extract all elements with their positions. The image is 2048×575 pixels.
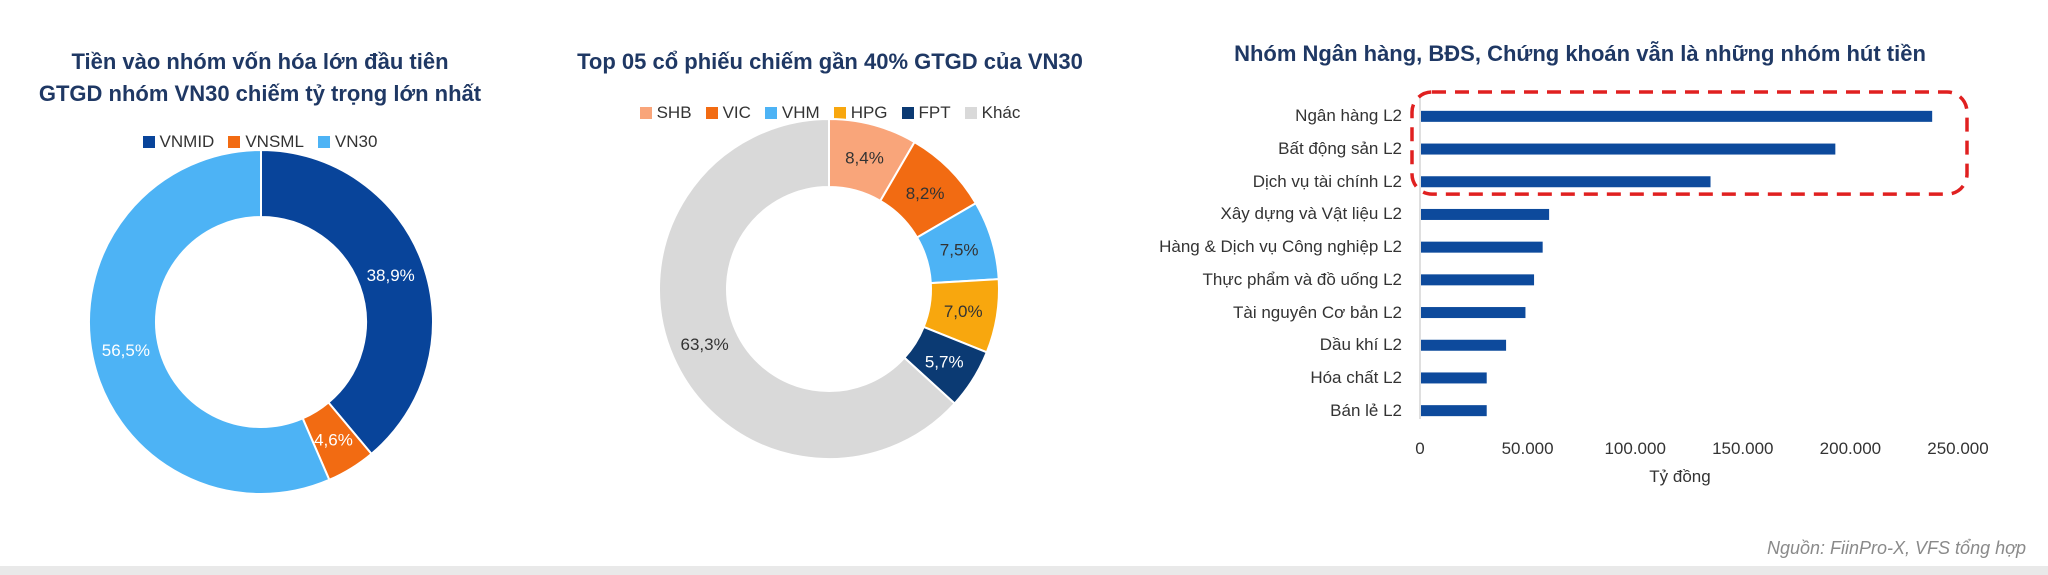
legend-label: VIC: [722, 103, 751, 122]
legend-swatch: [964, 107, 977, 119]
chart-legend: VNMID VNSML VN30: [0, 132, 520, 152]
bar: [1421, 274, 1535, 286]
slice-data-label: 5,7%: [925, 352, 964, 371]
legend-label: VN30: [334, 132, 378, 151]
x-tick-label: 0: [1415, 439, 1424, 458]
chart-panel-sector-flows: Nhóm Ngân hàng, BĐS, Chứng khoán vẫn là …: [1159, 41, 1989, 486]
legend-swatch: [705, 107, 718, 119]
highlight-box: [1410, 90, 1969, 196]
donut-chart-index-groups: 38,9% 4,6% 56,5%: [88, 148, 434, 495]
x-tick-label: 250.000: [1927, 439, 1988, 458]
y-tick-label: Tài nguyên Cơ bản L2: [1233, 302, 1402, 322]
chart-title: Top 05 cổ phiếu chiếm gần 40% GTGD của V…: [560, 46, 1100, 78]
slice-data-label: 8,2%: [906, 184, 945, 203]
legend-item: VN30: [317, 132, 378, 152]
donut-slice-vn30: [88, 148, 331, 495]
y-tick-label: Bán lẻ L2: [1330, 400, 1402, 420]
chart-panel-index-groups: Tiền vào nhóm vốn hóa lớn đầu tiên GTGD …: [0, 0, 520, 560]
legend-swatch: [764, 107, 777, 119]
y-tick-label: Thực phẩm và đồ uống L2: [1202, 269, 1402, 289]
chart-title: Nhóm Ngân hàng, BĐS, Chứng khoán vẫn là …: [1234, 41, 1926, 66]
bar: [1421, 405, 1487, 417]
y-tick-label: Xây dựng và Vật liệu L2: [1220, 204, 1403, 224]
legend-label: VNMID: [159, 132, 215, 151]
bar: [1421, 339, 1507, 351]
bar: [1421, 176, 1711, 188]
bar: [1421, 208, 1550, 220]
chart-panel-top-stocks: Top 05 cổ phiếu chiếm gần 40% GTGD của V…: [560, 0, 1100, 560]
legend-item: FPT: [901, 103, 951, 123]
x-axis-title: Tỷ đồng: [1649, 467, 1711, 486]
chart-title-line: Top 05 cổ phiếu chiếm gần 40% GTGD của V…: [577, 49, 1083, 74]
chart-title-line: GTGD nhóm VN30 chiếm tỷ trọng lớn nhất: [38, 81, 482, 106]
bar: [1421, 143, 1836, 155]
y-tick-label: Hóa chất L2: [1310, 367, 1402, 387]
slice-data-label: 7,0%: [944, 302, 983, 321]
slice-data-label: 63,3%: [680, 335, 728, 354]
legend-item: Khác: [964, 103, 1021, 123]
legend-item: VIC: [705, 103, 751, 123]
x-tick-label: 100.000: [1604, 439, 1665, 458]
legend-swatch: [317, 136, 330, 148]
slice-data-label: 56,5%: [102, 341, 150, 360]
x-tick-label: 50.000: [1502, 439, 1554, 458]
legend-label: SHB: [656, 103, 692, 122]
donut-slice-khác: [658, 117, 957, 460]
bar: [1421, 307, 1526, 319]
y-tick-label: Ngân hàng L2: [1295, 106, 1402, 126]
chart-legend: SHB VIC VHM HPG FPT Khác: [560, 103, 1100, 123]
bar-chart-sector-flows: 0 50.000 100.000 150.000 200.000 250.000: [1410, 90, 1989, 458]
y-tick-label: Dịch vụ tài chính L2: [1252, 171, 1402, 191]
y-tick-label: Bất động sản L2: [1278, 139, 1402, 159]
legend-swatch: [142, 136, 155, 148]
slice-data-label: 38,9%: [367, 266, 415, 285]
bar: [1421, 110, 1933, 122]
x-tick-label: 150.000: [1712, 439, 1773, 458]
y-tick-label: Hàng & Dịch vụ Công nghiệp L2: [1159, 237, 1402, 257]
legend-item: VHM: [764, 103, 820, 123]
chart-title-line: Tiền vào nhóm vốn hóa lớn đầu tiên: [71, 49, 449, 74]
bar: [1421, 372, 1487, 384]
slice-data-label: 4,6%: [314, 430, 353, 449]
donut-slice-vnmid: [260, 148, 434, 456]
legend-item: VNSML: [228, 132, 304, 152]
legend-label: Khác: [981, 103, 1021, 122]
slice-data-label: 8,4%: [845, 149, 884, 168]
legend-swatch: [833, 107, 846, 119]
chart-title: Tiền vào nhóm vốn hóa lớn đầu tiên GTGD …: [0, 46, 520, 110]
x-tick-label: 200.000: [1820, 439, 1881, 458]
legend-item: VNMID: [142, 132, 215, 152]
legend-label: VHM: [781, 103, 820, 122]
legend-swatch: [639, 107, 652, 119]
legend-swatch: [228, 136, 241, 148]
legend-label: HPG: [850, 103, 888, 122]
legend-label: VNSML: [245, 132, 304, 151]
source-note: Nguồn: FiinPro-X, VFS tổng hợp: [1766, 538, 2026, 558]
bar: [1421, 241, 1543, 253]
legend-item: SHB: [639, 103, 692, 123]
slice-data-label: 7,5%: [940, 241, 979, 260]
legend-swatch: [901, 107, 914, 119]
legend-item: HPG: [833, 103, 888, 123]
legend-label: FPT: [918, 103, 951, 122]
donut-chart-top-stocks: 8,4% 8,2% 7,5% 7,0% 5,7% 63,3%: [658, 117, 1000, 460]
bottom-strip: [0, 566, 2048, 575]
y-tick-label: Dầu khí L2: [1319, 335, 1402, 355]
